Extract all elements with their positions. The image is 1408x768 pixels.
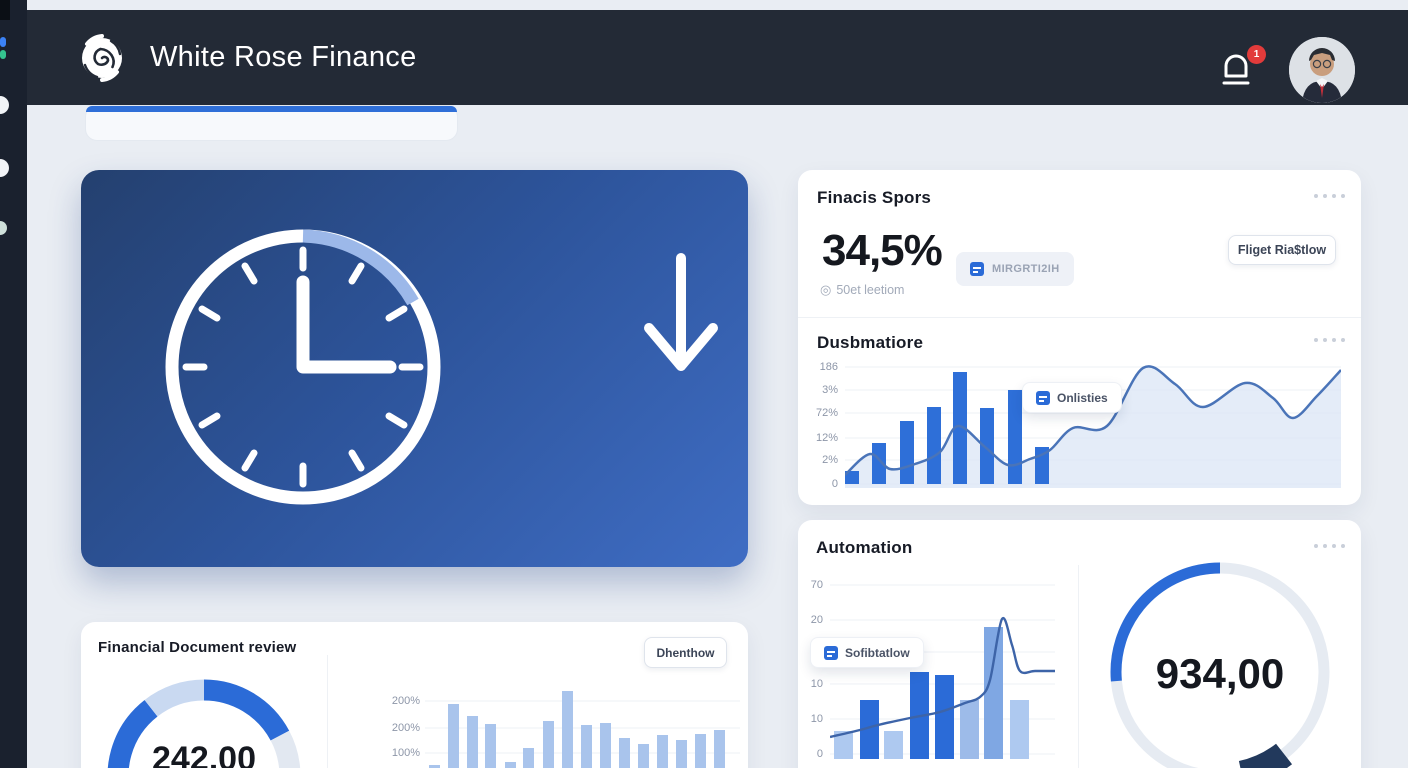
card-title: Automation bbox=[816, 538, 913, 557]
user-avatar[interactable] bbox=[1289, 37, 1355, 103]
y-tick-label: 100% bbox=[391, 747, 420, 759]
notification-badge: 1 bbox=[1247, 45, 1266, 64]
chart-tooltip: Onlisties bbox=[1022, 382, 1122, 413]
financial-review-card: Financial Document review Dhenthow 242,0… bbox=[81, 622, 748, 768]
y-axis-labels: 200% 200% 100% bbox=[372, 688, 420, 768]
y-tick-label: 200% bbox=[391, 722, 420, 734]
progress-bar bbox=[86, 106, 457, 112]
y-axis-labels: 186 3% 72% 12% 2% 0 bbox=[798, 361, 838, 492]
rail-item-icon[interactable] bbox=[0, 221, 7, 235]
spors-value: 34,5% bbox=[822, 226, 943, 275]
gauge-value: 934,00 bbox=[1155, 650, 1285, 697]
card-menu-dots-icon[interactable] bbox=[1314, 338, 1345, 342]
rail-accent-blue[interactable] bbox=[0, 37, 6, 47]
rail-item-icon[interactable] bbox=[0, 96, 9, 114]
review-action-button[interactable]: Dhenthow bbox=[644, 637, 727, 668]
grid-icon bbox=[1036, 390, 1050, 405]
y-tick-label: 3% bbox=[822, 384, 838, 396]
card-divider bbox=[798, 317, 1361, 318]
spors-badge-label: MIRGRTI2IH bbox=[992, 263, 1060, 275]
card-menu-dots-icon[interactable] bbox=[1314, 544, 1345, 548]
y-tick-label: 0 bbox=[831, 478, 838, 490]
tooltip-label: Sofibtatlow bbox=[845, 645, 910, 660]
card-divider bbox=[327, 655, 328, 768]
dusbmatiore-chart bbox=[845, 365, 1341, 488]
donut-value: 242,00 bbox=[152, 740, 256, 768]
y-tick-label: 20 bbox=[810, 614, 823, 626]
target-icon: ◎ bbox=[820, 282, 832, 297]
card-menu-dots-icon[interactable] bbox=[1314, 194, 1345, 198]
notifications-button[interactable]: 1 bbox=[1216, 45, 1266, 96]
rail-item-icon[interactable] bbox=[0, 159, 9, 177]
app-title: White Rose Finance bbox=[150, 41, 417, 73]
arrow-down-icon bbox=[644, 253, 718, 371]
tooltip-label: Onlisties bbox=[1057, 390, 1108, 405]
y-tick-label: 186 bbox=[819, 361, 838, 373]
spors-badge: MIRGRTI2IH bbox=[956, 252, 1074, 286]
rail-accent-green[interactable] bbox=[0, 50, 6, 59]
grid-icon bbox=[824, 645, 838, 660]
spors-sublabel: ◎ 50et leetiom bbox=[820, 282, 905, 297]
rail-notch bbox=[0, 0, 10, 20]
y-axis-labels: 70 20 10 10 0 bbox=[798, 575, 823, 768]
grid-icon bbox=[970, 262, 984, 276]
card-title: Finacis Spors bbox=[817, 188, 932, 207]
white-rose-logo-icon bbox=[82, 33, 122, 82]
minutes-hero-card: MINUTES bbox=[81, 170, 748, 655]
card-title: Financial Document review bbox=[98, 639, 297, 656]
automation-gauge bbox=[1110, 562, 1330, 768]
review-bars-chart bbox=[425, 691, 740, 768]
automation-chart bbox=[830, 584, 1055, 759]
y-tick-label: 10 bbox=[810, 713, 823, 725]
y-tick-label: 10 bbox=[810, 678, 823, 690]
y-tick-label: 70 bbox=[810, 579, 823, 591]
y-tick-label: 12% bbox=[815, 432, 838, 444]
y-tick-label: 0 bbox=[816, 748, 823, 760]
collapsed-card[interactable] bbox=[85, 105, 458, 141]
bell-icon bbox=[1222, 54, 1250, 85]
spors-action-button[interactable]: Fliget Ria$tlow bbox=[1228, 235, 1336, 265]
automation-card: Automation 70 20 10 10 0 Sofibtatlow 934,00 bbox=[798, 520, 1361, 768]
y-tick-label: 2% bbox=[822, 454, 838, 466]
y-tick-label: 72% bbox=[815, 407, 838, 419]
chart-tooltip: Sofibtatlow bbox=[810, 637, 924, 668]
clock-icon bbox=[165, 229, 441, 505]
review-donut-chart bbox=[107, 679, 301, 768]
left-rail bbox=[0, 0, 27, 768]
app-header: White Rose Finance 1 bbox=[27, 10, 1408, 105]
card-title: Dusbmatiore bbox=[817, 333, 924, 352]
card-divider bbox=[1078, 565, 1079, 768]
y-tick-label: 200% bbox=[391, 695, 420, 707]
finacis-spors-card: Finacis Spors 34,5% MIRGRTI2IH ◎ 50et le… bbox=[798, 170, 1361, 505]
